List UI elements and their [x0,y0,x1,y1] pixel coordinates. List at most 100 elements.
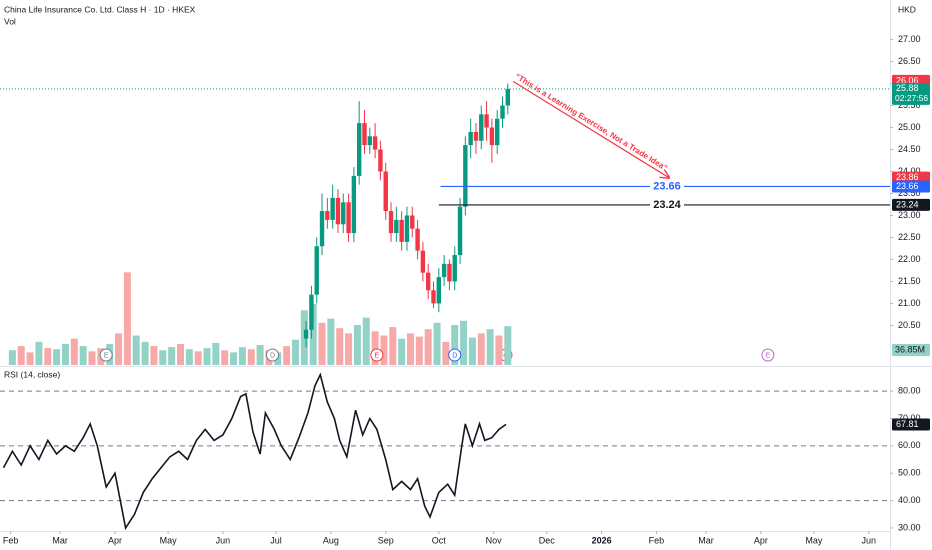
candle-body [489,127,495,146]
candle [383,162,388,220]
candle [319,193,325,256]
candle [494,109,500,154]
time-tick-label: May [805,535,823,545]
candle-body [378,149,383,172]
time-tick-label: Aug [323,535,339,545]
line-label-bg [650,198,684,211]
line-label: 23.24 [653,199,681,211]
volume-bar [468,337,476,365]
candle [479,105,484,150]
candle-body [394,219,399,234]
time-tick-label: Sep [378,535,394,545]
candle-body [415,228,420,251]
candle-body [383,171,388,212]
candle-body [351,175,357,234]
volume-bar [291,339,299,365]
event-label: E [104,352,109,359]
candle-body [452,255,457,282]
volume-bar [79,346,87,365]
volume-bar [194,351,202,365]
candle-body [319,211,325,247]
volume-bar [309,303,317,365]
price-tick-label: 27.00 [898,34,921,44]
time-tick-label: Mar [698,535,714,545]
time-tick-label: Apr [108,535,122,545]
candle [351,167,357,242]
candle-body [484,114,489,128]
event-marker [448,348,462,362]
volume-bar [345,333,353,365]
volume-bar [115,333,123,365]
candle [330,184,335,229]
price-tick-label: 24.50 [898,144,921,154]
candle-body [436,277,442,304]
rsi-tick-label: 40.00 [898,495,921,505]
candle-body [325,211,330,220]
candle-body [431,290,436,304]
event-marker [265,348,279,362]
price-tick-label: 25.00 [898,122,921,132]
volume-bar [283,346,291,365]
candle [489,118,495,163]
volume-bar [238,347,246,365]
volume-bar [132,335,140,365]
price-label: 23.86 [896,172,919,182]
candle-body [494,118,500,146]
rsi-title: RSI (14, close) [4,369,60,379]
volume-bar [495,335,503,365]
candle [452,246,457,291]
volume-bar [185,349,193,365]
volume-bar [362,317,370,365]
volume-bar [380,335,388,365]
time-tick-label: Dec [539,535,556,545]
volume-bar [451,325,459,365]
volume-label-box [892,344,930,356]
candle-body [356,123,362,176]
volume-bar [168,347,176,365]
time-tick-label: Jul [270,535,282,545]
rsi-label: 67.81 [896,419,919,429]
currency: HKD [898,4,916,14]
candle-body [346,202,351,234]
rsi-tick-label: 80.00 [898,385,921,395]
volume-bar [44,348,52,365]
price-label-box [892,198,930,211]
event-label: D [452,352,457,359]
price-label-box [892,180,930,193]
candle-body [309,294,314,330]
time-tick-label: 2026 [592,535,612,545]
symbol-title: China Life Insurance Co. Ltd. Class H · … [4,4,196,14]
candle-body [314,246,319,295]
candle [346,193,351,242]
rsi-label-box [892,418,930,431]
volume-bar [460,320,468,365]
candle [468,118,473,159]
candle-body [505,88,511,106]
price-tick-label: 21.00 [898,298,921,308]
volume-bar [70,338,78,365]
volume-bar [424,329,432,365]
candle [356,101,362,185]
event-label: E [375,352,380,359]
price-label: 23.66 [896,181,919,191]
price-tick-label: 23.50 [898,188,921,198]
price-tick-label: 25.50 [898,100,921,110]
candle [362,109,367,154]
price-label: 25.88 [896,83,919,93]
price-tick-label: 22.50 [898,232,921,242]
candle-body [500,105,505,119]
candle [404,206,410,251]
candle [309,285,314,339]
event-label: E [766,352,771,359]
candle [431,281,436,308]
candle [500,96,505,128]
volume-bar [35,341,43,365]
time-tick-label: May [160,535,178,545]
volume-bar [230,352,238,365]
candle [335,189,341,234]
candle [457,197,463,264]
candle-body [372,136,378,150]
candle-body [447,263,452,282]
